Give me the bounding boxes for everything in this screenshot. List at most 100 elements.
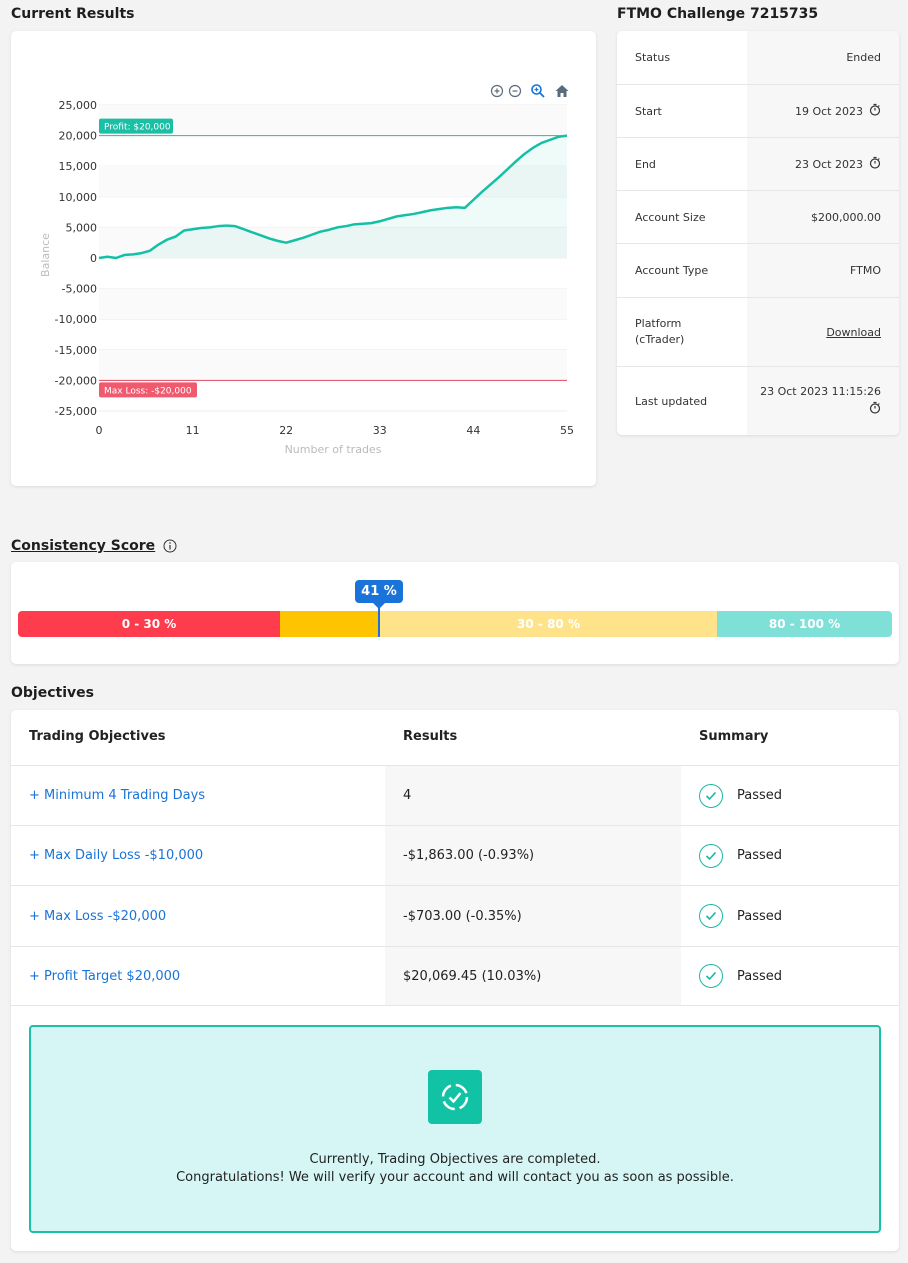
home-icon[interactable] <box>554 83 570 103</box>
segment-low-label: 0 - 30 % <box>121 617 177 631</box>
consistency-title[interactable]: Consistency Score <box>11 538 177 554</box>
last-updated-value-cell: 23 Oct 2023 11:15:26 <box>747 367 899 435</box>
end-value-cell: 23 Oct 2023 <box>747 138 899 190</box>
score-marker-line <box>378 607 380 637</box>
start-label: Start <box>635 104 662 118</box>
verified-icon <box>428 1070 482 1124</box>
summary-text: Passed <box>737 788 783 803</box>
account-type-value: FTMO <box>747 244 899 297</box>
profit-target-label: Profit: $20,000 <box>104 123 171 133</box>
download-link[interactable]: Download <box>826 325 881 339</box>
objectives-card: Trading Objectives Results Summary + Min… <box>11 710 899 1251</box>
x-tick-label: 0 <box>96 424 103 437</box>
grid-band <box>99 166 567 197</box>
account-size-label: Account Size <box>635 210 706 224</box>
check-circle-icon <box>699 783 723 808</box>
table-row: + Max Loss -$20,000 -$703.00 (-0.35%) Pa… <box>11 885 899 946</box>
header-summary: Summary <box>699 729 769 744</box>
max-loss-label: Max Loss: -$20,000 <box>104 386 192 396</box>
segment-low: 0 - 30 % <box>18 611 280 637</box>
objective-link[interactable]: + Max Daily Loss -$10,000 <box>29 848 204 863</box>
stopwatch-icon <box>869 156 881 172</box>
profit-target-badge <box>99 118 173 134</box>
segment-score <box>280 611 380 637</box>
completed-line-2: Congratulations! We will verify your acc… <box>176 1170 734 1185</box>
platform-sublabel: (cTrader) <box>635 333 685 346</box>
platform-label-cell: Platform (cTrader) <box>617 298 747 366</box>
x-axis-label: Number of trades <box>285 443 382 456</box>
status-row: Status Ended <box>617 31 899 84</box>
table-row: + Max Daily Loss -$10,000 -$1,863.00 (-0… <box>11 825 899 885</box>
stopwatch-icon <box>869 103 881 119</box>
objectives-title: Objectives <box>11 685 94 701</box>
account-size-row: Account Size $200,000.00 <box>617 190 899 243</box>
account-info-card: Status Ended Start 19 Oct 2023 End 23 Oc… <box>617 31 899 435</box>
objective-summary: Passed <box>699 826 782 885</box>
stopwatch-icon <box>869 401 881 420</box>
grid-band <box>99 288 567 320</box>
start-value: 19 Oct 2023 <box>794 104 863 118</box>
x-tick-label: 44 <box>466 424 480 437</box>
x-tick-label: 55 <box>560 424 574 437</box>
account-title: FTMO Challenge 7215735 <box>617 6 819 22</box>
completed-message: Currently, Trading Objectives are comple… <box>31 1151 879 1187</box>
platform-label: Platform <box>635 317 682 330</box>
objectives-header: Trading Objectives Results Summary <box>11 710 899 765</box>
segment-mid: 30 - 80 % <box>380 611 717 637</box>
segment-mid-label: 30 - 80 % <box>517 617 580 631</box>
grid-band <box>99 227 567 258</box>
objective-result: $20,069.45 (10.03%) <box>385 947 681 1005</box>
grid-band <box>99 105 567 136</box>
info-icon[interactable] <box>163 539 177 553</box>
summary-text: Passed <box>737 848 783 863</box>
consistency-card: 0 - 30 % 30 - 80 % 80 - 100 % 41 % <box>11 562 899 664</box>
y-tick-label: -20,000 <box>55 374 97 387</box>
y-tick-label: 25,000 <box>59 99 98 112</box>
start-row: Start 19 Oct 2023 <box>617 84 899 137</box>
end-label: End <box>635 157 656 171</box>
grid-band <box>99 349 567 381</box>
objective-result: -$1,863.00 (-0.93%) <box>385 826 681 885</box>
y-tick-label: 20,000 <box>59 130 98 143</box>
y-tick-label: -5,000 <box>62 283 97 296</box>
end-row: End 23 Oct 2023 <box>617 137 899 190</box>
magnify-icon[interactable] <box>530 83 546 103</box>
y-axis-label: Balance <box>39 233 52 277</box>
y-tick-label: -25,000 <box>55 405 97 418</box>
summary-text: Passed <box>737 908 783 924</box>
max-loss-badge <box>99 382 197 398</box>
y-tick-label: 15,000 <box>59 160 98 173</box>
objective-link[interactable]: + Profit Target $20,000 <box>29 968 181 984</box>
y-tick-label: -15,000 <box>55 344 97 357</box>
consistency-title-text: Consistency Score <box>11 538 156 554</box>
zoom-out-icon[interactable] <box>508 83 522 103</box>
last-updated-row: Last updated 23 Oct 2023 11:15:26 <box>617 366 899 435</box>
platform-row: Platform (cTrader) Download <box>617 297 899 366</box>
chart-card: Profit: $20,000 Max Loss: -$20,000 25,000… <box>11 31 596 486</box>
score-badge-pointer <box>373 603 385 609</box>
score-badge: 41 % <box>355 580 403 603</box>
completed-banner: Currently, Trading Objectives are comple… <box>29 1025 881 1233</box>
last-updated-value: 23 Oct 2023 11:15:26 <box>760 384 881 398</box>
objective-summary: Passed <box>699 947 782 1005</box>
end-value: 23 Oct 2023 <box>794 157 863 171</box>
account-type-label: Account Type <box>635 264 709 277</box>
x-tick-label: 33 <box>373 424 387 437</box>
objective-summary: Passed <box>699 886 782 946</box>
account-type-row: Account Type FTMO <box>617 243 899 297</box>
zoom-in-icon[interactable] <box>490 83 504 103</box>
x-tick-label: 22 <box>279 424 293 437</box>
summary-text: Passed <box>737 968 783 984</box>
objective-link[interactable]: + Max Loss -$20,000 <box>29 908 167 924</box>
consistency-bar: 0 - 30 % 30 - 80 % 80 - 100 % <box>18 611 892 637</box>
header-results: Results <box>403 729 458 744</box>
check-circle-icon <box>699 904 723 928</box>
objective-result: -$703.00 (-0.35%) <box>385 886 681 946</box>
start-value-cell: 19 Oct 2023 <box>747 85 899 137</box>
check-circle-icon <box>699 964 723 988</box>
check-circle-icon <box>699 843 723 868</box>
objective-link[interactable]: + Minimum 4 Trading Days <box>29 788 206 803</box>
y-tick-label: 5,000 <box>66 221 98 234</box>
x-tick-label: 11 <box>186 424 200 437</box>
segment-high-label: 80 - 100 % <box>768 617 841 631</box>
